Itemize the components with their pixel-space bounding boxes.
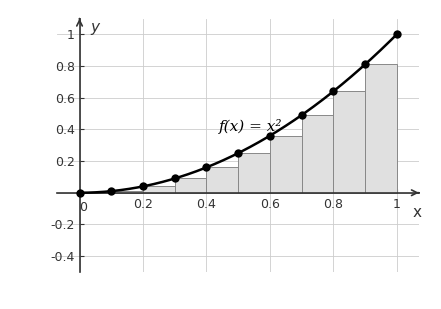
Point: [203, 165, 210, 170]
Text: y: y: [91, 20, 100, 35]
Bar: [206, 167, 238, 193]
Point: [298, 113, 305, 118]
Text: f(x) = x²: f(x) = x²: [219, 119, 283, 134]
Text: 0: 0: [78, 201, 87, 214]
Point: [76, 190, 83, 195]
Point: [139, 184, 146, 189]
Bar: [143, 186, 175, 193]
Bar: [365, 65, 397, 193]
Point: [330, 89, 337, 94]
Point: [171, 176, 178, 181]
Text: x: x: [413, 205, 422, 220]
Point: [266, 133, 273, 138]
Point: [393, 32, 400, 37]
Bar: [270, 136, 302, 193]
Bar: [111, 191, 143, 193]
Bar: [238, 153, 270, 193]
Point: [362, 62, 369, 67]
Bar: [302, 115, 333, 193]
Bar: [333, 91, 365, 193]
Point: [108, 189, 115, 194]
Bar: [175, 179, 206, 193]
Point: [235, 151, 242, 156]
